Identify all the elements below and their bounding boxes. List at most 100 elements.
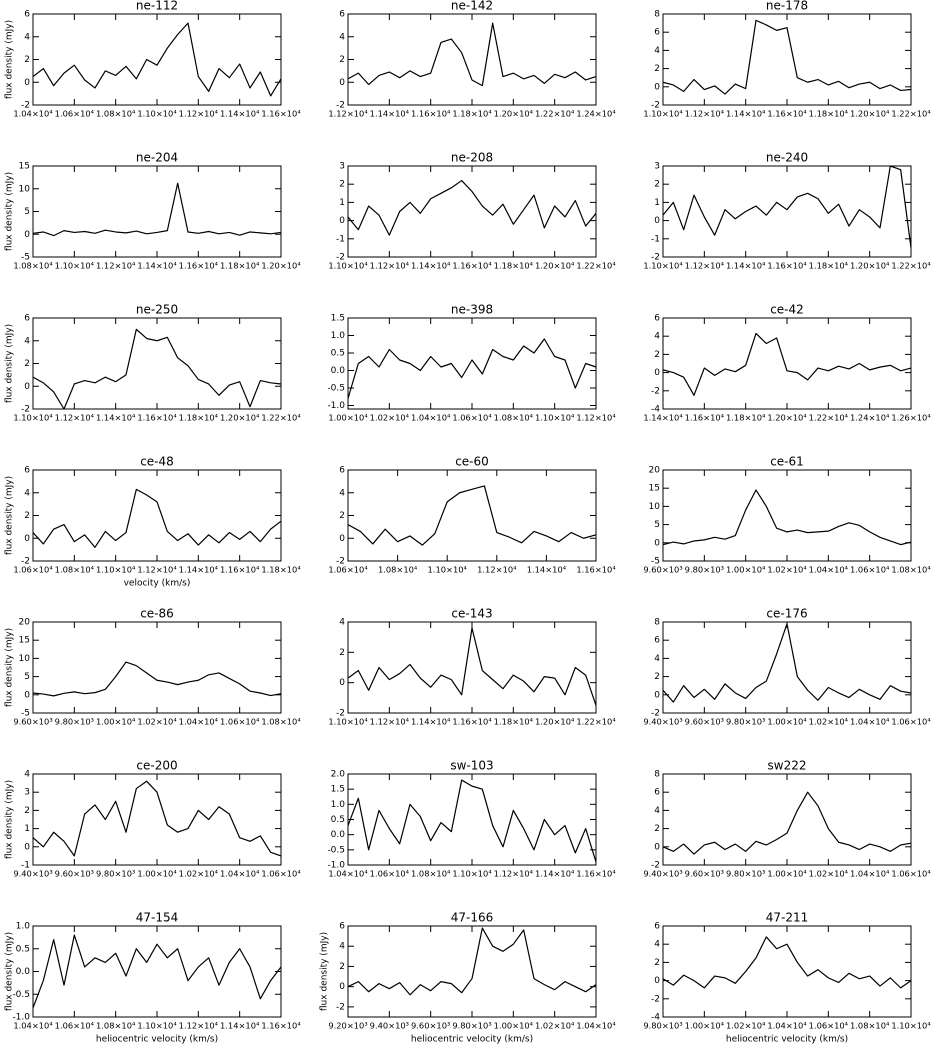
- x-axis-label: heliocentric velocity (km/s): [96, 1035, 218, 1045]
- y-tick-label: 6: [654, 922, 660, 932]
- y-tick-label: 4: [654, 46, 660, 56]
- x-tick-label: 1.22×10⁴: [261, 413, 301, 423]
- y-tick-label: 0: [24, 690, 30, 700]
- x-tick-label: 1.16×10⁴: [452, 717, 492, 727]
- y-tick-label: 0: [654, 368, 660, 378]
- y-tick-label: -2: [651, 861, 660, 871]
- x-tick-label: 1.04×10⁴: [13, 109, 53, 119]
- y-tick-label: 4: [339, 942, 345, 952]
- x-tick-label: 9.80×10³: [685, 565, 724, 575]
- x-tick-label: 1.16×10⁴: [452, 261, 492, 271]
- y-tick-label: -5: [21, 253, 30, 263]
- y-tick-label: 1.0: [331, 331, 346, 341]
- y-tick-label: 8: [654, 10, 660, 20]
- x-tick-label: 1.12×10⁴: [685, 109, 725, 119]
- x-tick-label: 1.00×10⁴: [96, 717, 136, 727]
- y-tick-label: -2: [651, 994, 660, 1004]
- spectrum-line: [32, 182, 282, 237]
- y-tick-label: -1: [21, 861, 30, 871]
- x-tick-label: 1.24×10⁴: [576, 109, 616, 119]
- x-tick-label: 1.18×10⁴: [809, 261, 849, 271]
- panel: ce-86 flux density (mJy) -5 0 5 10 15 20 9.60×10…: [5, 607, 302, 727]
- y-tick-label: 0: [339, 534, 345, 544]
- y-tick-label: 10: [649, 502, 661, 512]
- y-tick-label: -0.5: [327, 384, 345, 394]
- panel-title: sw222: [768, 759, 807, 773]
- y-tick-label: 4: [654, 806, 660, 816]
- x-tick-label: 1.12×10⁴: [179, 109, 219, 119]
- x-tick-label: 1.08×10⁴: [96, 1021, 136, 1031]
- y-axis-label: flux density (mJy): [5, 932, 15, 1011]
- x-tick-label: 1.12×10⁴: [55, 413, 95, 423]
- y-tick-label: 2: [339, 511, 345, 521]
- spectrum-line: [662, 936, 912, 989]
- x-tick-label: 1.04×10⁴: [767, 1021, 807, 1031]
- x-tick-label: 1.10×10⁴: [535, 413, 575, 423]
- panel-title: ce-143: [451, 607, 492, 621]
- panel-title: ne-142: [451, 0, 493, 13]
- x-tick-label: 1.22×10⁴: [576, 261, 616, 271]
- panel-title: ne-178: [766, 0, 808, 13]
- x-tick-label: 1.18×10⁴: [726, 413, 766, 423]
- x-tick-label: 1.18×10⁴: [220, 261, 260, 271]
- x-tick-label: 9.60×10³: [55, 869, 94, 879]
- x-tick-label: 1.16×10⁴: [411, 109, 451, 119]
- x-tick-label: 1.12×10⁴: [96, 261, 136, 271]
- x-tick-label: 1.02×10⁴: [809, 869, 849, 879]
- x-tick-label: 1.00×10⁴: [685, 1021, 725, 1031]
- y-tick-label: 5: [24, 207, 30, 217]
- y-tick-label: 0: [24, 534, 30, 544]
- x-tick-label: 9.60×10³: [685, 869, 724, 879]
- y-tick-label: -2: [336, 709, 345, 719]
- y-tick-label: 2: [654, 824, 660, 834]
- plot-frame: [32, 469, 282, 562]
- panel: sw222 -2 0 2 4 6 8 9.40×10³ 9.60×10³ 9.80×10³ 1.00…: [643, 759, 931, 879]
- x-tick-label: 9.40×10³: [13, 869, 52, 879]
- y-tick-label: 4: [339, 618, 345, 628]
- x-tick-label: 1.14×10⁴: [137, 261, 177, 271]
- y-tick-label: 1.5: [331, 314, 345, 324]
- spectrum-line: [347, 22, 597, 87]
- y-tick-label: 0: [339, 78, 345, 88]
- y-tick-label: 2: [339, 962, 345, 972]
- y-tick-label: -1.0: [327, 401, 345, 411]
- y-tick-label: 2: [24, 511, 30, 521]
- x-tick-label: 1.10×10⁴: [13, 413, 53, 423]
- x-tick-label: 1.06×10⁴: [891, 717, 931, 727]
- x-tick-label: 9.60×10³: [411, 1021, 450, 1031]
- x-tick-label: 1.20×10⁴: [494, 109, 534, 119]
- y-tick-label: 2: [654, 672, 660, 682]
- x-tick-label: 1.18×10⁴: [452, 109, 492, 119]
- x-tick-label: 1.06×10⁴: [261, 869, 301, 879]
- x-tick-label: 9.40×10³: [643, 717, 682, 727]
- y-tick-label: 15: [19, 636, 30, 646]
- x-tick-label: 9.80×10³: [452, 1021, 491, 1031]
- x-tick-label: 1.06×10⁴: [55, 109, 95, 119]
- x-tick-label: 1.14×10⁴: [370, 109, 410, 119]
- x-tick-label: 1.06×10⁴: [452, 413, 492, 423]
- spectrum-line: [347, 179, 597, 236]
- x-tick-label: 1.18×10⁴: [494, 717, 534, 727]
- x-tick-label: 9.20×10³: [328, 1021, 367, 1031]
- panel-title: sw-103: [450, 759, 493, 773]
- plot-frame: [347, 13, 597, 106]
- y-tick-label: 6: [654, 314, 660, 324]
- panel-title: ce-176: [766, 607, 807, 621]
- y-tick-label: 0: [654, 216, 660, 226]
- x-tick-label: 1.16×10⁴: [767, 261, 807, 271]
- y-tick-label: 1: [654, 198, 660, 208]
- x-tick-label: 1.16×10⁴: [261, 1021, 301, 1031]
- y-tick-label: 0: [339, 982, 345, 992]
- x-tick-label: 9.80×10³: [643, 1021, 682, 1031]
- panel-title: 47-211: [766, 911, 809, 925]
- x-axis-label: heliocentric velocity (km/s): [726, 1035, 848, 1045]
- x-tick-label: 1.04×10⁴: [576, 1021, 616, 1031]
- y-tick-label: 6: [339, 466, 345, 476]
- y-tick-label: 8: [654, 618, 660, 628]
